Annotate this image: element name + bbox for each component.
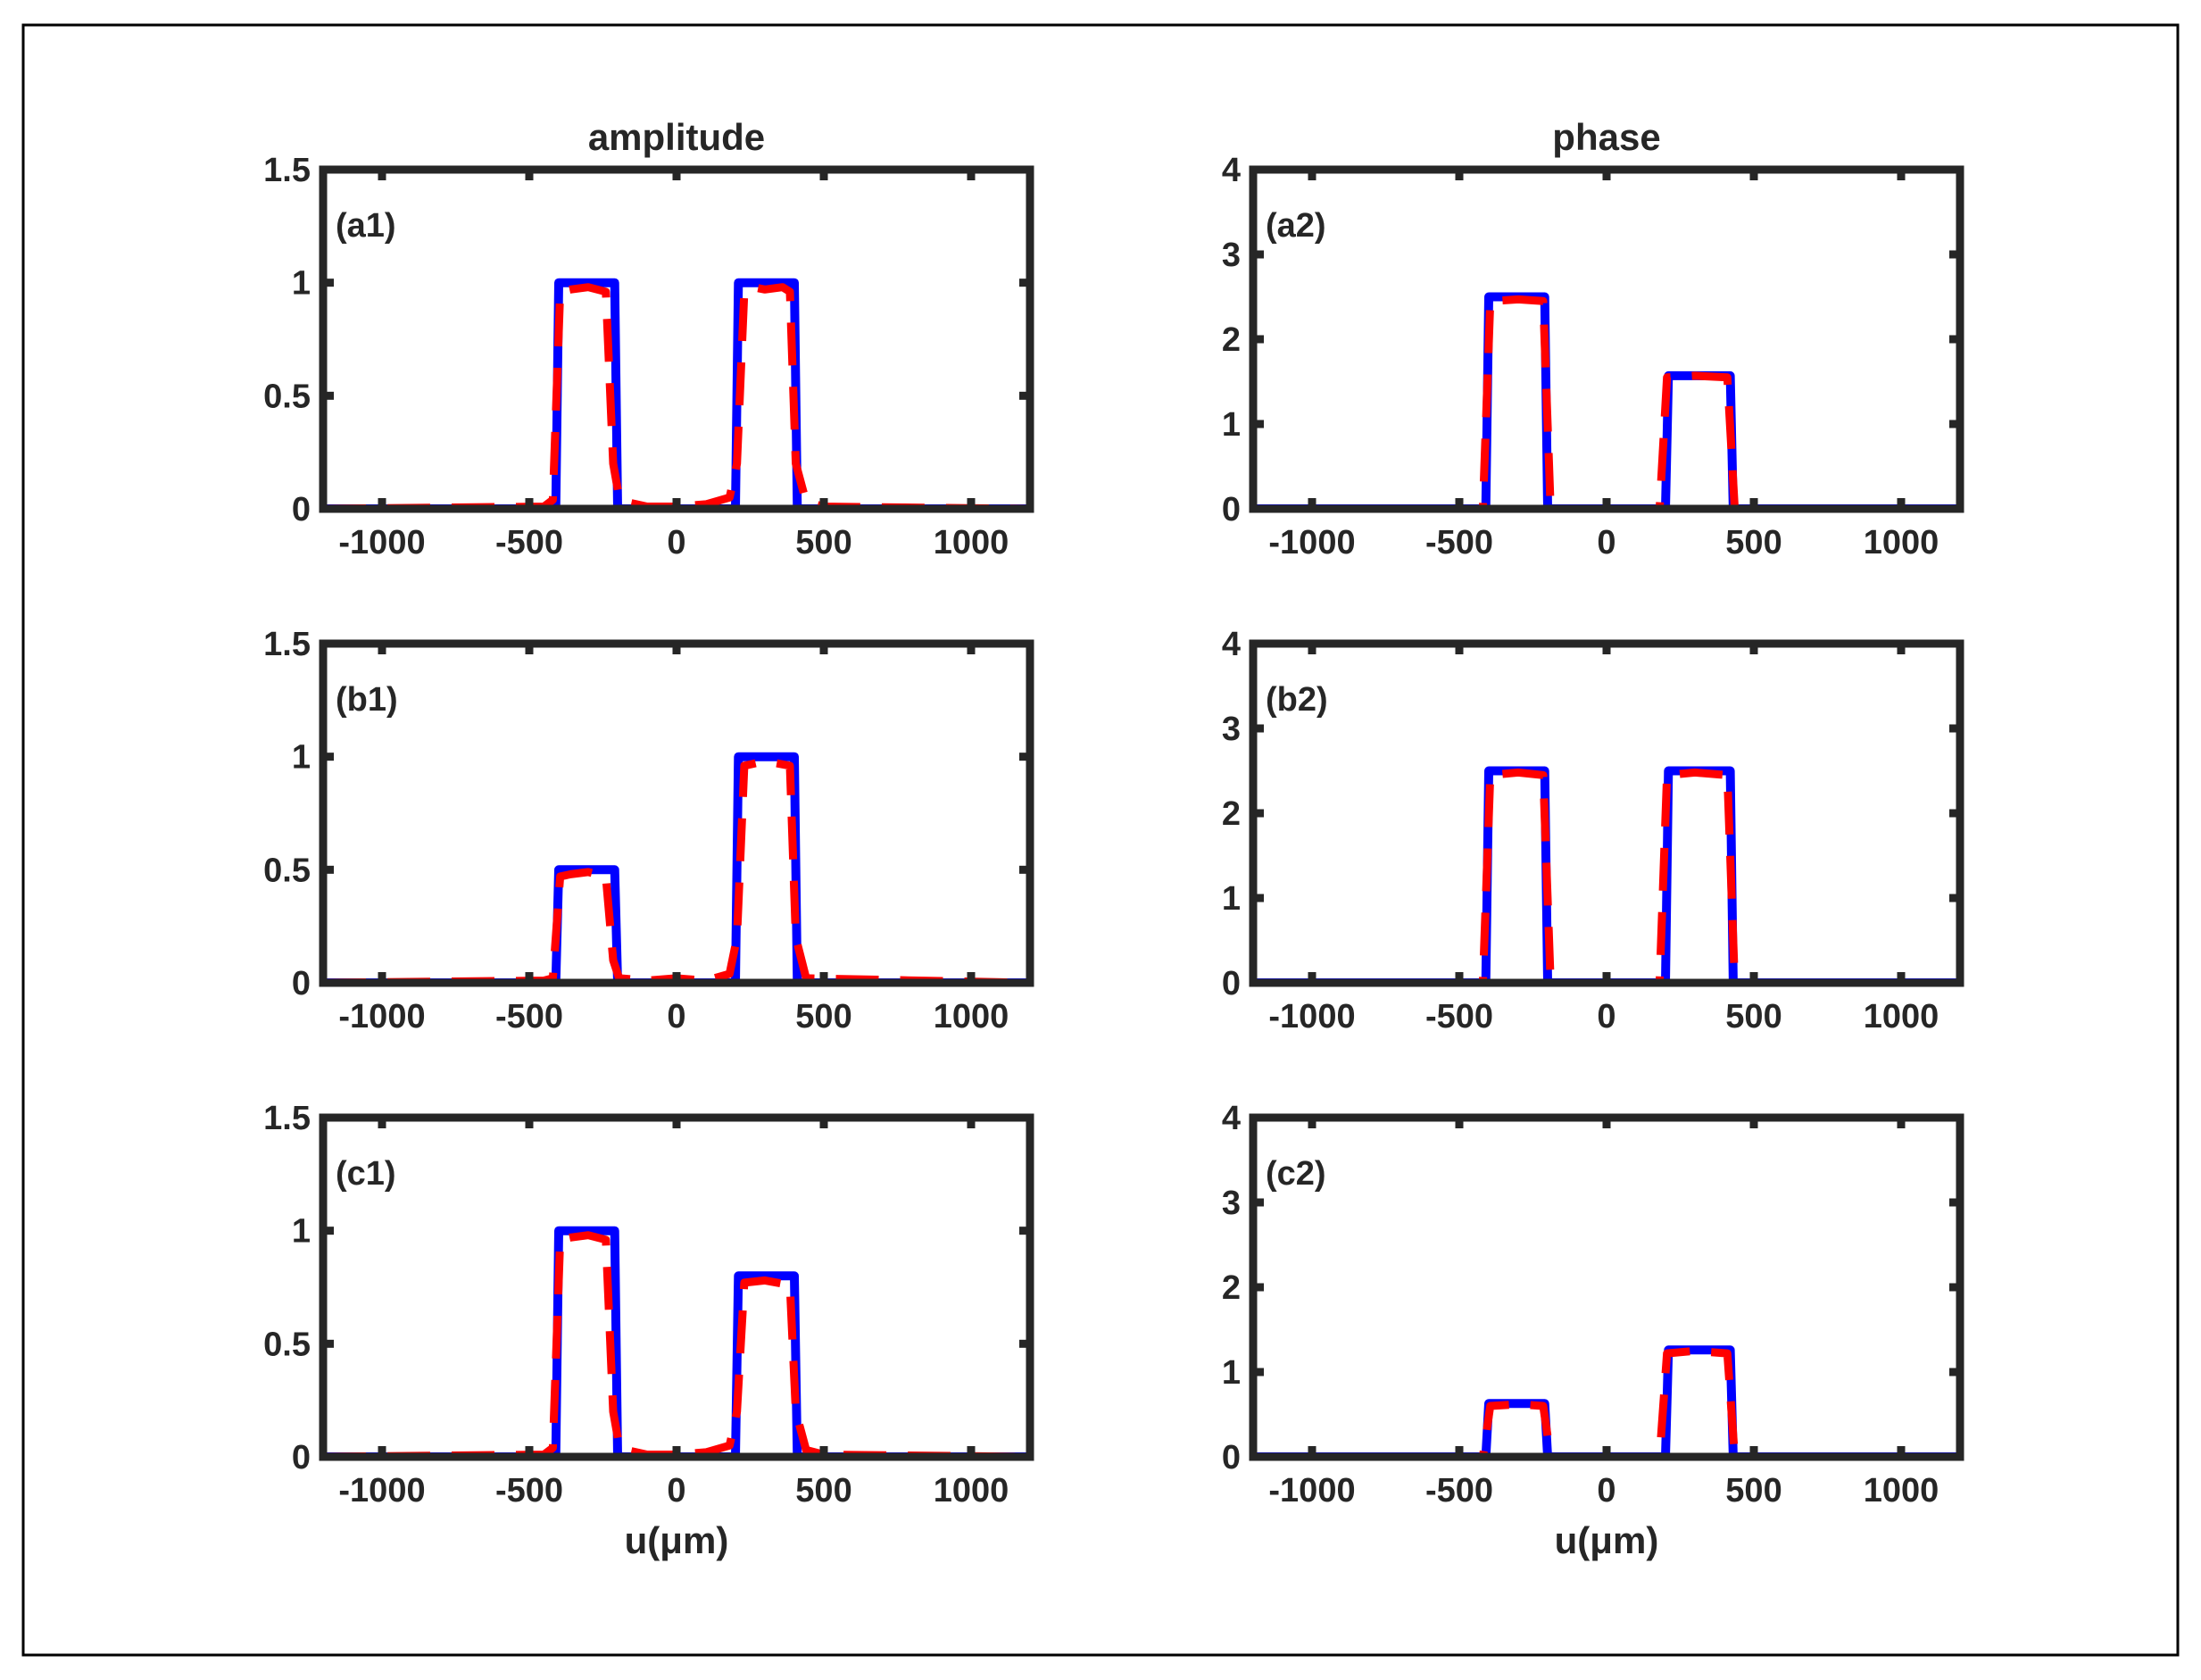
y-tick-label: 1.5: [263, 152, 311, 189]
x-tick-label: -1000: [338, 998, 425, 1035]
y-tick-label: 0: [1222, 491, 1241, 528]
y-tick-label: 0.5: [263, 378, 311, 415]
x-tick-label: 500: [1725, 524, 1782, 561]
x-tick-label: -1000: [1268, 998, 1355, 1035]
x-tick-label: -500: [1425, 998, 1493, 1035]
y-tick-label: 4: [1222, 152, 1241, 189]
plot-area: [323, 1118, 1030, 1457]
panel-b2: -1000 -500 0 500 1000 0 1 2 3 4 (b2): [1222, 626, 1964, 1035]
panel-label: (b1): [336, 681, 398, 719]
y-tick-label: 0: [292, 965, 311, 1002]
y-tick-label: 1: [292, 265, 311, 303]
y-tick-label: 0: [1222, 965, 1241, 1002]
panel-label: (c2): [1266, 1155, 1326, 1193]
panel-c1: -1000 -500 0 500 1000 0 0.5 1 1.5 (c1) u(μm): [263, 1100, 1034, 1561]
series-red-dashed: [1253, 768, 1960, 983]
column-title: phase: [1552, 116, 1660, 158]
x-tick-label: -1000: [338, 1472, 425, 1510]
y-tick-label: 1.5: [263, 626, 311, 663]
series-group: [1253, 292, 1960, 509]
panel-label: (c1): [336, 1155, 396, 1193]
y-tick-label: 4: [1222, 626, 1241, 663]
series-red-dashed: [1253, 1346, 1960, 1457]
y-tick-label: 0: [292, 491, 311, 528]
x-tick-label: 0: [667, 1472, 685, 1510]
plot-area: [1253, 644, 1960, 983]
x-tick-label: 500: [1725, 998, 1782, 1035]
x-axis-label: u(μm): [625, 1519, 729, 1561]
series-red-dashed: [1253, 295, 1960, 509]
y-tick-label: 3: [1222, 1185, 1241, 1222]
x-tick-label: -500: [1425, 1472, 1493, 1510]
x-tick-label: 500: [795, 524, 851, 561]
x-tick-label: 500: [1725, 1472, 1782, 1510]
y-tick-label: 0: [1222, 1439, 1241, 1476]
panel-a1: -1000 -500 0 500 1000 0 0.5 1 1.5 (a1) amplitude: [263, 116, 1034, 561]
plot-area: [1253, 170, 1960, 509]
panel-label: (b2): [1266, 681, 1328, 719]
panel-label: (a2): [1266, 207, 1326, 245]
y-tick-label: 0.5: [263, 852, 311, 889]
figure-border: [21, 23, 2180, 1657]
y-tick-label: 1: [1222, 880, 1241, 918]
x-tick-label: -1000: [1268, 524, 1355, 561]
series-group: [1253, 766, 1960, 983]
x-axis-label: u(μm): [1555, 1519, 1659, 1561]
panels: -1000 -500 0 500 100000.511.5(a1)amplitude-1…: [263, 116, 1964, 1561]
x-tick-label: 1000: [934, 1472, 1009, 1510]
x-tick-label: -500: [495, 1472, 563, 1510]
panel-a2: -1000 -500 0 500 1000 0 1 2 3 4 (a2) phase: [1222, 116, 1964, 561]
x-tick-label: 0: [1597, 524, 1615, 561]
x-tick-label: 1000: [934, 524, 1009, 561]
y-tick-label: 0.5: [263, 1326, 311, 1363]
x-tick-label: -1000: [338, 524, 425, 561]
panel-b1: -1000 -500 0 500 1000 0 0.5 1 1.5 (b1): [263, 626, 1034, 1035]
x-tick-label: 1000: [934, 998, 1009, 1035]
x-tick-label: 1000: [1864, 1472, 1939, 1510]
x-tick-label: 0: [1597, 998, 1615, 1035]
x-tick-label: 1000: [1864, 524, 1939, 561]
y-tick-label: 2: [1222, 795, 1241, 833]
x-tick-label: 1000: [1864, 998, 1939, 1035]
y-tick-label: 3: [1222, 711, 1241, 748]
y-tick-label: 1.5: [263, 1100, 311, 1137]
x-tick-label: 500: [795, 1472, 851, 1510]
plot-area: [1253, 1118, 1960, 1457]
x-tick-label: -1000: [1268, 1472, 1355, 1510]
y-tick-label: 3: [1222, 237, 1241, 274]
x-tick-label: 500: [795, 998, 851, 1035]
y-tick-label: 4: [1222, 1100, 1241, 1137]
x-tick-label: 0: [1597, 1472, 1615, 1510]
series-group: [1253, 1345, 1960, 1457]
x-tick-label: -500: [495, 998, 563, 1035]
panel-c2: -1000 -500 0 500 1000 0 1 2 3 4 (c2) u(μm): [1222, 1100, 1964, 1561]
y-tick-label: 2: [1222, 1269, 1241, 1307]
y-tick-label: 1: [1222, 1354, 1241, 1392]
y-tick-label: 1: [1222, 406, 1241, 444]
y-tick-label: 1: [292, 1213, 311, 1251]
plot-area: [323, 170, 1030, 509]
x-tick-label: 0: [667, 998, 685, 1035]
x-tick-label: 0: [667, 524, 685, 561]
series-group: [323, 278, 1030, 509]
column-title: amplitude: [588, 116, 765, 158]
y-tick-label: 1: [292, 739, 311, 777]
y-tick-label: 0: [292, 1439, 311, 1476]
x-tick-label: -500: [495, 524, 563, 561]
y-tick-label: 2: [1222, 321, 1241, 359]
panel-label: (a1): [336, 207, 396, 245]
plot-area: [323, 644, 1030, 983]
x-tick-label: -500: [1425, 524, 1493, 561]
